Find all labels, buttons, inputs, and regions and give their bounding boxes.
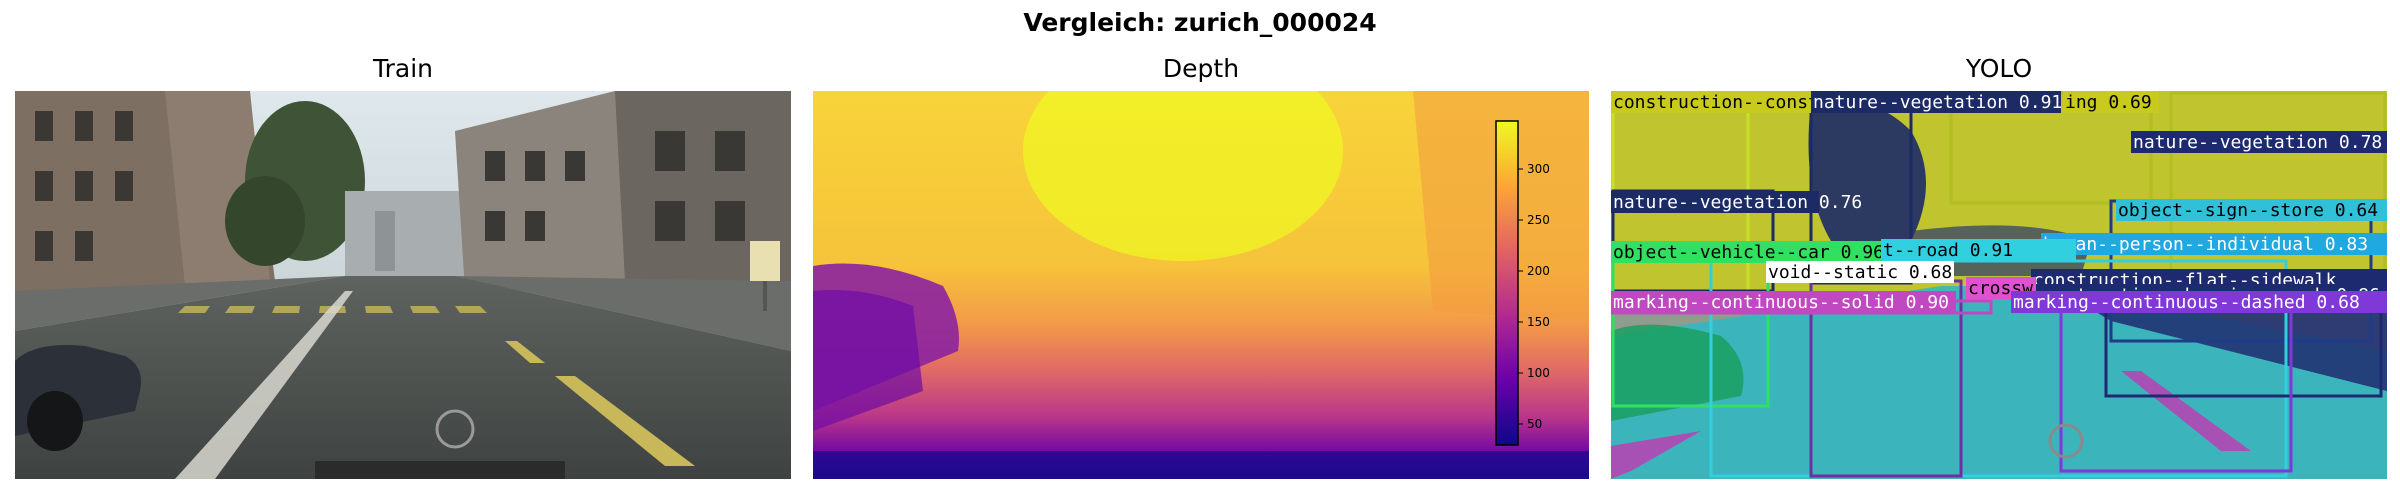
colorbar-ticks: 300 250 200 150 100 50 [1518,162,1550,431]
train-image [15,91,791,479]
detection-label: t--road 0.91 [1883,240,2013,261]
colorbar-tick: 150 [1527,315,1550,329]
detection-label: nature--vegetation 0.78 [2133,132,2382,153]
figure-title: Vergleich: zurich_000024 [1023,8,1377,37]
detection-label: construction--constr [1613,92,1830,113]
detection-label: nature--vegetation 0.91 [1813,92,2062,113]
panel-title-yolo: YOLO [1965,54,2033,83]
detection-label: object--sign--store 0.64 [2118,200,2378,221]
colorbar-tick: 300 [1527,162,1550,176]
detection-label: marking--continuous--solid 0.90 [1613,292,1949,313]
detection-label: void--static 0.68 [1768,262,1952,283]
depth-colorbar [1495,120,1519,446]
detection-label: marking--continuous--dashed 0.68 [2013,292,2360,313]
yolo-detection-labels: construction--constr nature--vegetation … [1611,91,2387,313]
colorbar-tick: 250 [1527,213,1550,227]
detection-label: human--person--individual 0.83 [2043,234,2368,255]
detection-label: object--vehicle--car 0.96 [1613,242,1884,263]
panel-title-depth: Depth [1162,54,1240,83]
panel-title-train: Train [373,54,433,83]
detection-label: ing 0.69 [2065,92,2152,113]
colorbar-tick: 100 [1527,366,1550,380]
colorbar-tick: 50 [1527,417,1542,431]
detection-label: nature--vegetation 0.76 [1613,192,1862,213]
depth-image: 300 250 200 150 100 50 [813,91,1589,479]
colorbar-tick: 200 [1527,264,1550,278]
yolo-image: construction--constr nature--vegetation … [1611,91,2387,479]
